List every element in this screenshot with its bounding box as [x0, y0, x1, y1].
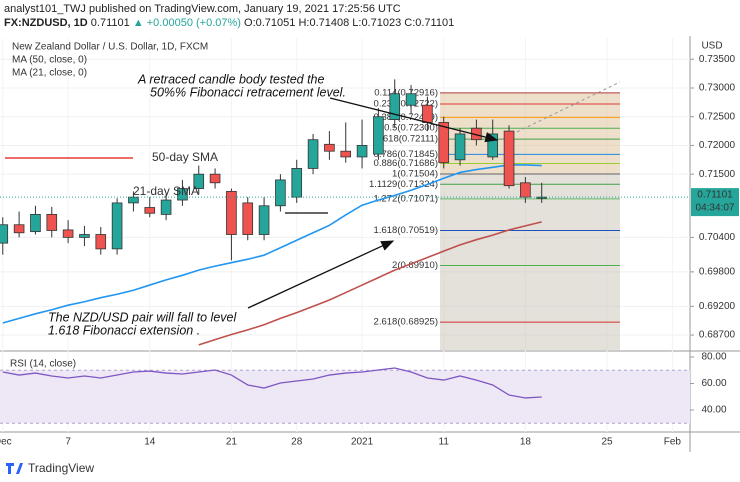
- candle-body: [160, 199, 172, 215]
- candle-body: [13, 224, 25, 234]
- fib-label: 1.272(0.71071): [374, 193, 438, 204]
- countdown: 04:34:07: [696, 203, 735, 214]
- annotation: 1.618 Fibonacci extension .: [48, 323, 200, 337]
- candle-body: [454, 133, 466, 161]
- x-tick-label: 2021: [351, 437, 374, 448]
- candle-body: [356, 145, 368, 158]
- rsi-band: [0, 370, 690, 424]
- candle-body: [226, 191, 237, 235]
- x-tick-label: Dec: [0, 437, 12, 448]
- arrow: [247, 240, 395, 309]
- annotation: A retraced candle body tested the: [137, 72, 325, 86]
- candle-body: [30, 213, 41, 233]
- fib-label: 0.618(0.72111): [375, 134, 438, 145]
- fib-label: 2.618(0.68925): [374, 317, 438, 328]
- fib-label: 0.786(0.71845): [374, 149, 438, 160]
- candle-body: [389, 93, 401, 120]
- y-tick-label: 0.72500: [699, 111, 736, 122]
- candle-body: [144, 207, 156, 214]
- y-tick-label: 0.69800: [699, 266, 736, 277]
- fib-label: 1.1129(0.71324): [369, 179, 438, 190]
- candle-body: [177, 188, 188, 201]
- candle-body: [79, 234, 90, 238]
- y-tick-label: 60.00: [701, 378, 726, 389]
- candle-body: [0, 224, 9, 244]
- candle-body: [128, 196, 139, 204]
- fib-label: 0.5(0.72300): [384, 123, 438, 134]
- legend-entry: MA (50, close, 0): [12, 55, 87, 66]
- x-tick-label: 18: [520, 437, 532, 448]
- arrow: [329, 97, 499, 143]
- last: 0.71101: [90, 17, 130, 29]
- annotation: The NZD/USD pair will fall to level: [48, 310, 237, 324]
- candle-body: [95, 234, 107, 250]
- y-tick-label: 40.00: [701, 405, 726, 416]
- change: ▲ +0.00050 (+0.07%): [132, 17, 241, 29]
- fib-label: 1(0.71504): [392, 168, 438, 179]
- ma-line: [2, 164, 542, 324]
- x-tick-label: 7: [65, 437, 71, 448]
- rsi-line: [2, 367, 542, 399]
- ma-line: [198, 221, 542, 346]
- ohlc: O:0.71051 H:0.71408 L:0.71023 C:0.71101: [244, 17, 455, 29]
- fib-zone-lower: [440, 173, 620, 350]
- legend-entry: MA (21, close, 0): [12, 68, 87, 79]
- candle-body: [438, 122, 450, 164]
- symbol: FX:NZDUSD, 1D: [4, 17, 88, 29]
- y-tick-label: 0.73000: [699, 83, 736, 94]
- y-tick-label: 80.00: [701, 352, 726, 363]
- candle-body: [242, 202, 254, 235]
- header: analyst101_TWJ published on TradingView.…: [4, 2, 454, 30]
- candle-body: [275, 179, 286, 207]
- last-price-label: 0.71101: [697, 190, 733, 201]
- publisher: analyst101_TWJ published on TradingView.…: [4, 3, 401, 15]
- rsi-title: RSI (14, close): [10, 359, 76, 370]
- x-tick-label: 25: [601, 437, 613, 448]
- y-tick-label: 0.72000: [699, 140, 736, 151]
- candle-body: [340, 150, 352, 158]
- y-tick-label: 0.68700: [699, 330, 736, 341]
- annotation: 50%% Fibonacci retracement level.: [150, 85, 346, 99]
- candle-body: [62, 229, 74, 238]
- candle-body: [46, 213, 58, 231]
- x-tick-label: 28: [291, 437, 303, 448]
- candle-body: [373, 116, 384, 155]
- x-tick-label: 14: [144, 437, 156, 448]
- fib-label: 1.618(0.70519): [374, 225, 438, 236]
- brand-logo: [6, 463, 23, 474]
- fib-label: 0.114(0.72916): [374, 87, 438, 98]
- fib-zone-upper: [440, 92, 620, 174]
- x-tick-label: 11: [439, 437, 450, 448]
- y-tick-label: 0.69200: [699, 301, 736, 312]
- fib-label: 0.886(0.71686): [374, 158, 438, 169]
- x-tick-label: Feb: [664, 437, 682, 448]
- y-tick-label: 0.71500: [699, 169, 736, 180]
- fib-label: 2(0.69910): [392, 260, 438, 271]
- candle-body: [193, 173, 205, 189]
- candle-body: [111, 202, 123, 250]
- candle-body: [520, 182, 531, 198]
- candle-body: [536, 196, 548, 199]
- candle-body: [307, 139, 319, 169]
- candle-body: [209, 173, 221, 184]
- candle-body: [503, 130, 515, 187]
- candle-body: [258, 205, 270, 235]
- y-tick-label: 0.73500: [699, 54, 736, 65]
- symbol-line: FX:NZDUSD, 1D 0.71101 ▲ +0.00050 (+0.07%…: [4, 16, 454, 30]
- candle-body: [422, 104, 433, 123]
- candle-body: [291, 168, 303, 198]
- candle-body: [324, 143, 335, 152]
- currency: USD: [701, 41, 722, 52]
- last-price-tag: [691, 188, 739, 217]
- annotation: 50-day SMA: [152, 150, 218, 164]
- candle-body: [405, 93, 417, 106]
- chart-title: New Zealand Dollar / U.S. Dollar, 1D, FX…: [12, 42, 208, 53]
- y-tick-label: 0.70400: [699, 232, 736, 243]
- x-tick-label: 21: [226, 437, 238, 448]
- price-axis-bg: [690, 0, 740, 452]
- annotation: 21-day SMA: [133, 184, 199, 198]
- brand: TradingView: [28, 461, 94, 475]
